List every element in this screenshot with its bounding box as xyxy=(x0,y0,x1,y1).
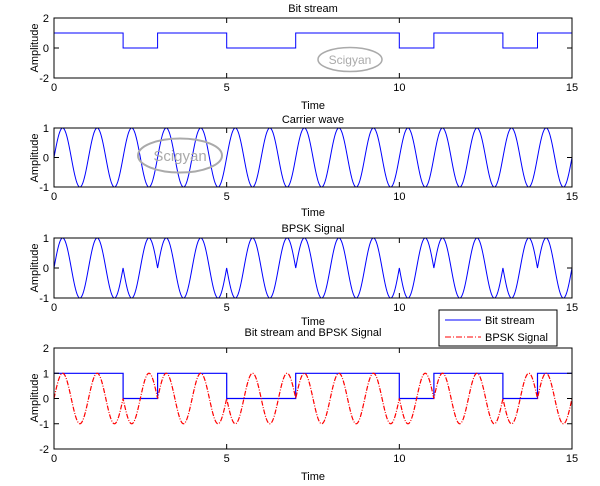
svg-text:5: 5 xyxy=(224,453,230,465)
subplot-bit-stream: Bit stream 0 5 10 15-202 Amplitude Time Sci… xyxy=(29,3,578,112)
svg-text:5: 5 xyxy=(224,302,230,314)
svg-text:15: 15 xyxy=(566,453,578,465)
ylabel-3: Amplitude xyxy=(29,244,41,293)
svg-text:10: 10 xyxy=(393,82,405,94)
subplot-bpsk-signal: BPSK Signal 0 5 10 15-101 Amplitude Time xyxy=(29,223,578,328)
legend-label-bit-stream: Bit stream xyxy=(485,315,535,327)
svg-text:-1: -1 xyxy=(39,293,49,305)
svg-text:0: 0 xyxy=(43,43,49,55)
legend-box xyxy=(438,309,558,347)
svg-text:10: 10 xyxy=(393,453,405,465)
svg-text:0: 0 xyxy=(43,153,49,165)
title-bit-stream-and-bpsk: Bit stream and BPSK Signal xyxy=(245,327,382,339)
carrier-wave-line xyxy=(53,127,573,188)
xlabel-4: Time xyxy=(301,471,325,483)
svg-text:1: 1 xyxy=(43,233,49,245)
svg-text:-1: -1 xyxy=(39,419,49,431)
watermark-1: Scigyan xyxy=(317,46,383,73)
svg-text:Scigyan: Scigyan xyxy=(329,53,372,67)
svg-text:-1: -1 xyxy=(39,182,49,194)
title-carrier-wave: Carrier wave xyxy=(282,114,344,126)
axes-ticks-2: 0 5 10 15-101 xyxy=(39,123,578,203)
axes-ticks-1: 0 5 10 15-202 xyxy=(39,13,578,94)
svg-text:0: 0 xyxy=(51,82,57,94)
ylabel-1: Amplitude xyxy=(29,24,41,73)
axes-ticks-3: 0 5 10 15-101 xyxy=(39,233,578,314)
axes-ticks-4: 0 5 10 15 -2 -1 0 1 2 xyxy=(39,343,578,465)
xlabel-1: Time xyxy=(301,100,325,112)
bit-stream-line xyxy=(54,32,572,49)
xlabel-2: Time xyxy=(301,207,325,219)
ylabel-4: Amplitude xyxy=(29,374,41,423)
bpsk-signal-line xyxy=(53,237,573,299)
svg-text:-2: -2 xyxy=(39,73,49,85)
svg-text:0: 0 xyxy=(51,453,57,465)
svg-text:10: 10 xyxy=(393,302,405,314)
svg-text:5: 5 xyxy=(224,82,230,94)
svg-text:15: 15 xyxy=(566,82,578,94)
svg-text:5: 5 xyxy=(224,191,230,203)
title-bpsk-signal: BPSK Signal xyxy=(282,223,345,235)
svg-text:0: 0 xyxy=(51,191,57,203)
svg-text:1: 1 xyxy=(43,368,49,380)
title-bit-stream: Bit stream xyxy=(288,3,338,15)
svg-text:-2: -2 xyxy=(39,444,49,456)
svg-text:0: 0 xyxy=(43,263,49,275)
svg-text:Scigyan: Scigyan xyxy=(153,148,206,165)
legend-label-bpsk: BPSK Signal xyxy=(485,332,548,344)
subplot-carrier-wave: Carrier wave 0 5 10 15-101 Amplitude Time S… xyxy=(29,114,578,219)
svg-text:2: 2 xyxy=(43,13,49,25)
watermark-2: Scigyan xyxy=(137,137,223,174)
xlabel-3: Time xyxy=(301,316,325,328)
svg-text:0: 0 xyxy=(43,394,49,406)
svg-text:0: 0 xyxy=(51,302,57,314)
svg-text:15: 15 xyxy=(566,191,578,203)
svg-text:1: 1 xyxy=(43,123,49,135)
svg-text:15: 15 xyxy=(566,302,578,314)
legend: Bit stream BPSK Signal xyxy=(438,309,558,347)
svg-text:10: 10 xyxy=(393,191,405,203)
svg-text:2: 2 xyxy=(43,343,49,355)
subplot-bit-stream-and-bpsk: Bit stream and BPSK Signal 0 5 10 15 -2 -1 0 1 2… xyxy=(29,327,578,483)
ylabel-2: Amplitude xyxy=(29,134,41,183)
combined-lines xyxy=(53,372,573,425)
